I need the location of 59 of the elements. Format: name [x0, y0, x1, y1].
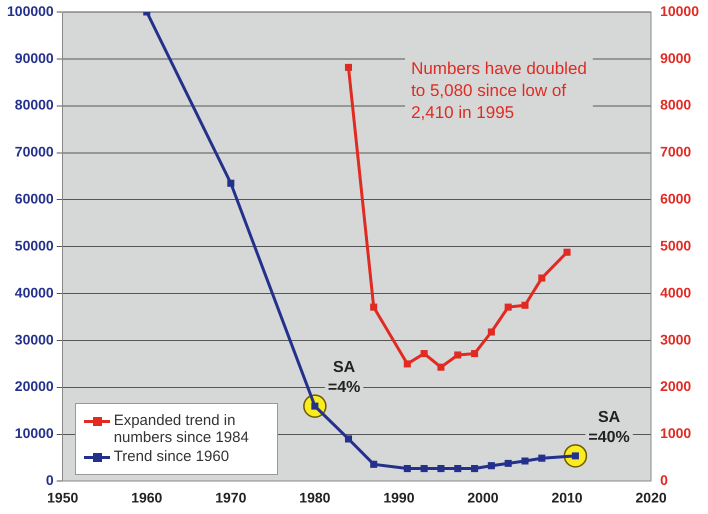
y2-tick-label: 0 [660, 472, 668, 488]
point [437, 464, 444, 472]
y-tick-label: 30000 [14, 331, 54, 348]
y-tick-label: 50000 [14, 237, 54, 254]
point [521, 302, 529, 309]
x-tick-label: 1970 [215, 489, 247, 506]
y-tick-label: 100000 [7, 2, 54, 19]
y2-tick-label: 1000 [660, 425, 692, 442]
y-tick-label: 90000 [14, 50, 54, 66]
point [471, 464, 478, 472]
point [344, 64, 352, 71]
y-tick-label: 0 [46, 472, 54, 488]
point [227, 180, 234, 187]
point [454, 464, 462, 472]
x-tick-label: 1960 [131, 489, 163, 506]
y2-tick-label: 7000 [660, 144, 692, 160]
y2-tick-label: 9000 [660, 50, 692, 66]
y2-tick-label: 8000 [660, 96, 692, 113]
x-tick-label: 2000 [467, 489, 499, 506]
point [471, 350, 478, 358]
point [404, 464, 411, 472]
point [538, 274, 546, 282]
point [488, 462, 495, 470]
annotation: SA =4% [328, 359, 360, 396]
y-tick-label: 70000 [14, 144, 54, 160]
point [370, 304, 378, 311]
point [454, 351, 462, 359]
y-tick-label: 60000 [14, 190, 54, 207]
point [344, 435, 352, 443]
y-tick-label: 40000 [14, 284, 54, 300]
point [404, 360, 411, 368]
point [521, 457, 529, 465]
point [504, 304, 512, 311]
annotation: SA =40% [588, 408, 630, 446]
x-tick-label: 1980 [299, 489, 331, 506]
point [370, 460, 378, 468]
point [420, 350, 428, 358]
y-tick-label: 80000 [14, 96, 54, 113]
y2-tick-label: 2000 [660, 378, 692, 394]
y2-tick-label: 4000 [660, 284, 692, 300]
point [504, 460, 512, 467]
legend-label: Trend since 1960 [114, 448, 230, 466]
annotation: Numbers have doubled to 5,080 since low of 2,410 in 1995 [411, 59, 587, 122]
x-tick-label: 1950 [47, 489, 78, 506]
y-tick-label: 20000 [14, 378, 54, 394]
point [488, 328, 495, 336]
point [538, 454, 546, 462]
point [420, 464, 428, 472]
point [437, 364, 444, 371]
x-tick-label: 1990 [383, 489, 415, 506]
y2-tick-label: 5000 [660, 237, 692, 254]
x-tick-label: 2010 [551, 489, 583, 506]
y2-tick-label: 6000 [660, 190, 692, 207]
y2-tick-label: 3000 [660, 331, 692, 348]
y2-tick-label: 10000 [660, 2, 700, 19]
legend-label: Expanded trend in numbers since 1984 [114, 412, 250, 446]
point [563, 248, 571, 256]
x-tick-label: 2020 [635, 489, 667, 506]
y-tick-label: 10000 [14, 425, 54, 442]
